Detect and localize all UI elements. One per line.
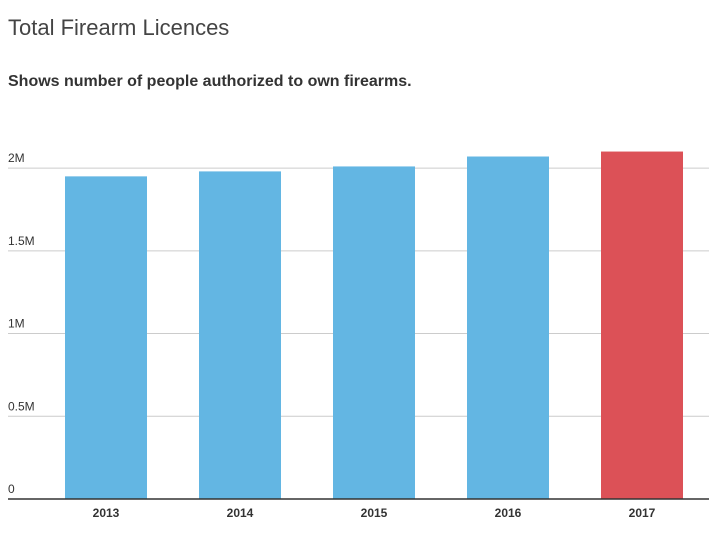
x-tick-label: 2017 [629,506,656,520]
x-tick-label: 2015 [361,506,388,520]
y-tick-label: 1.5M [8,234,35,248]
x-tick-label: 2016 [495,506,522,520]
bar [601,151,683,499]
chart-title: Total Firearm Licences [8,15,229,40]
bar [65,176,147,499]
bar [333,166,415,499]
x-tick-label: 2014 [227,506,254,520]
y-tick-label: 2M [8,151,25,165]
chart-subtitle: Shows number of people authorized to own… [8,73,412,90]
y-tick-label: 0.5M [8,399,35,413]
y-tick-label: 0 [8,482,15,496]
y-tick-label: 1M [8,317,25,331]
bar [199,171,281,499]
bar [467,156,549,499]
x-tick-label: 2013 [93,506,120,520]
